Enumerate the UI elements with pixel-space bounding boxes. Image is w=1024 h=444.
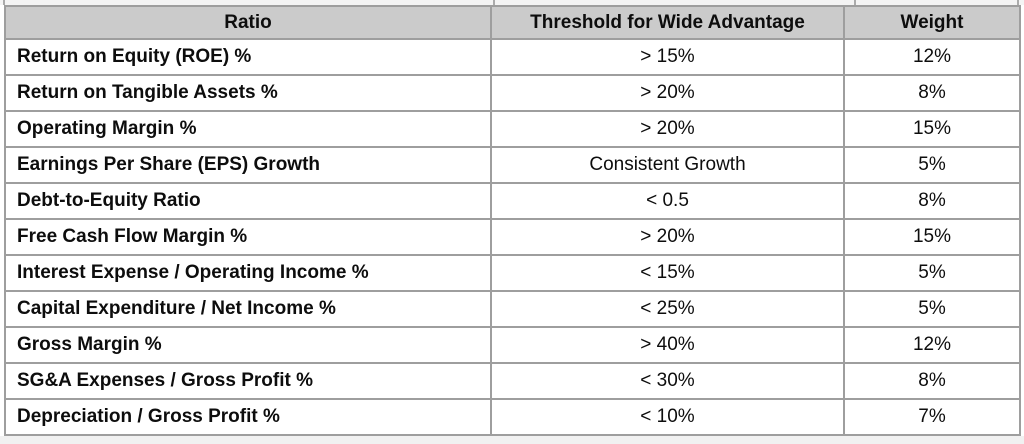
ratio-cell: Return on Tangible Assets % xyxy=(4,74,492,112)
ratio-cell: SG&A Expenses / Gross Profit % xyxy=(4,362,492,400)
weight-cell: 5% xyxy=(843,254,1021,292)
grid-tick xyxy=(1017,0,1019,5)
ratio-cell: Capital Expenditure / Net Income % xyxy=(4,290,492,328)
ratio-cell: Free Cash Flow Margin % xyxy=(4,218,492,256)
table-row: Debt-to-Equity Ratio < 0.5 8% xyxy=(4,182,1021,220)
ratio-cell: Depreciation / Gross Profit % xyxy=(4,398,492,436)
header-row: Ratio Threshold for Wide Advantage Weigh… xyxy=(4,5,1021,40)
grid-tick xyxy=(854,0,856,5)
column-header-ratio: Ratio xyxy=(4,5,492,40)
threshold-cell: < 30% xyxy=(490,362,845,400)
table-row: Depreciation / Gross Profit % < 10% 7% xyxy=(4,398,1021,436)
threshold-cell: Consistent Growth xyxy=(490,146,845,184)
table-row: Free Cash Flow Margin % > 20% 15% xyxy=(4,218,1021,256)
grid-tick xyxy=(493,0,495,5)
column-header-weight: Weight xyxy=(843,5,1021,40)
weight-cell: 12% xyxy=(843,326,1021,364)
weight-cell: 5% xyxy=(843,146,1021,184)
weight-cell: 15% xyxy=(843,218,1021,256)
ratio-cell: Earnings Per Share (EPS) Growth xyxy=(4,146,492,184)
threshold-cell: > 20% xyxy=(490,110,845,148)
ratio-weight-table: Ratio Threshold for Wide Advantage Weigh… xyxy=(4,5,1021,436)
table-row: Operating Margin % > 20% 15% xyxy=(4,110,1021,148)
clipped-row-above xyxy=(0,0,1024,5)
threshold-cell: < 15% xyxy=(490,254,845,292)
table-row: Return on Equity (ROE) % > 15% 12% xyxy=(4,38,1021,76)
threshold-cell: > 15% xyxy=(490,38,845,76)
column-header-threshold: Threshold for Wide Advantage xyxy=(490,5,845,40)
ratio-cell: Operating Margin % xyxy=(4,110,492,148)
ratio-cell: Gross Margin % xyxy=(4,326,492,364)
weight-cell: 8% xyxy=(843,74,1021,112)
weight-cell: 8% xyxy=(843,362,1021,400)
grid-tick xyxy=(3,0,5,5)
ratio-cell: Return on Equity (ROE) % xyxy=(4,38,492,76)
table-row: Return on Tangible Assets % > 20% 8% xyxy=(4,74,1021,112)
threshold-cell: > 40% xyxy=(490,326,845,364)
ratio-cell: Debt-to-Equity Ratio xyxy=(4,182,492,220)
table-row: Gross Margin % > 40% 12% xyxy=(4,326,1021,364)
table-row: SG&A Expenses / Gross Profit % < 30% 8% xyxy=(4,362,1021,400)
ratio-cell: Interest Expense / Operating Income % xyxy=(4,254,492,292)
weight-cell: 12% xyxy=(843,38,1021,76)
clipped-row-below xyxy=(0,436,1024,444)
threshold-cell: > 20% xyxy=(490,218,845,256)
weight-cell: 8% xyxy=(843,182,1021,220)
threshold-cell: < 25% xyxy=(490,290,845,328)
threshold-cell: < 10% xyxy=(490,398,845,436)
weight-cell: 15% xyxy=(843,110,1021,148)
weight-cell: 5% xyxy=(843,290,1021,328)
table-row: Earnings Per Share (EPS) Growth Consiste… xyxy=(4,146,1021,184)
weight-cell: 7% xyxy=(843,398,1021,436)
threshold-cell: < 0.5 xyxy=(490,182,845,220)
table-row: Capital Expenditure / Net Income % < 25%… xyxy=(4,290,1021,328)
table-row: Interest Expense / Operating Income % < … xyxy=(4,254,1021,292)
threshold-cell: > 20% xyxy=(490,74,845,112)
